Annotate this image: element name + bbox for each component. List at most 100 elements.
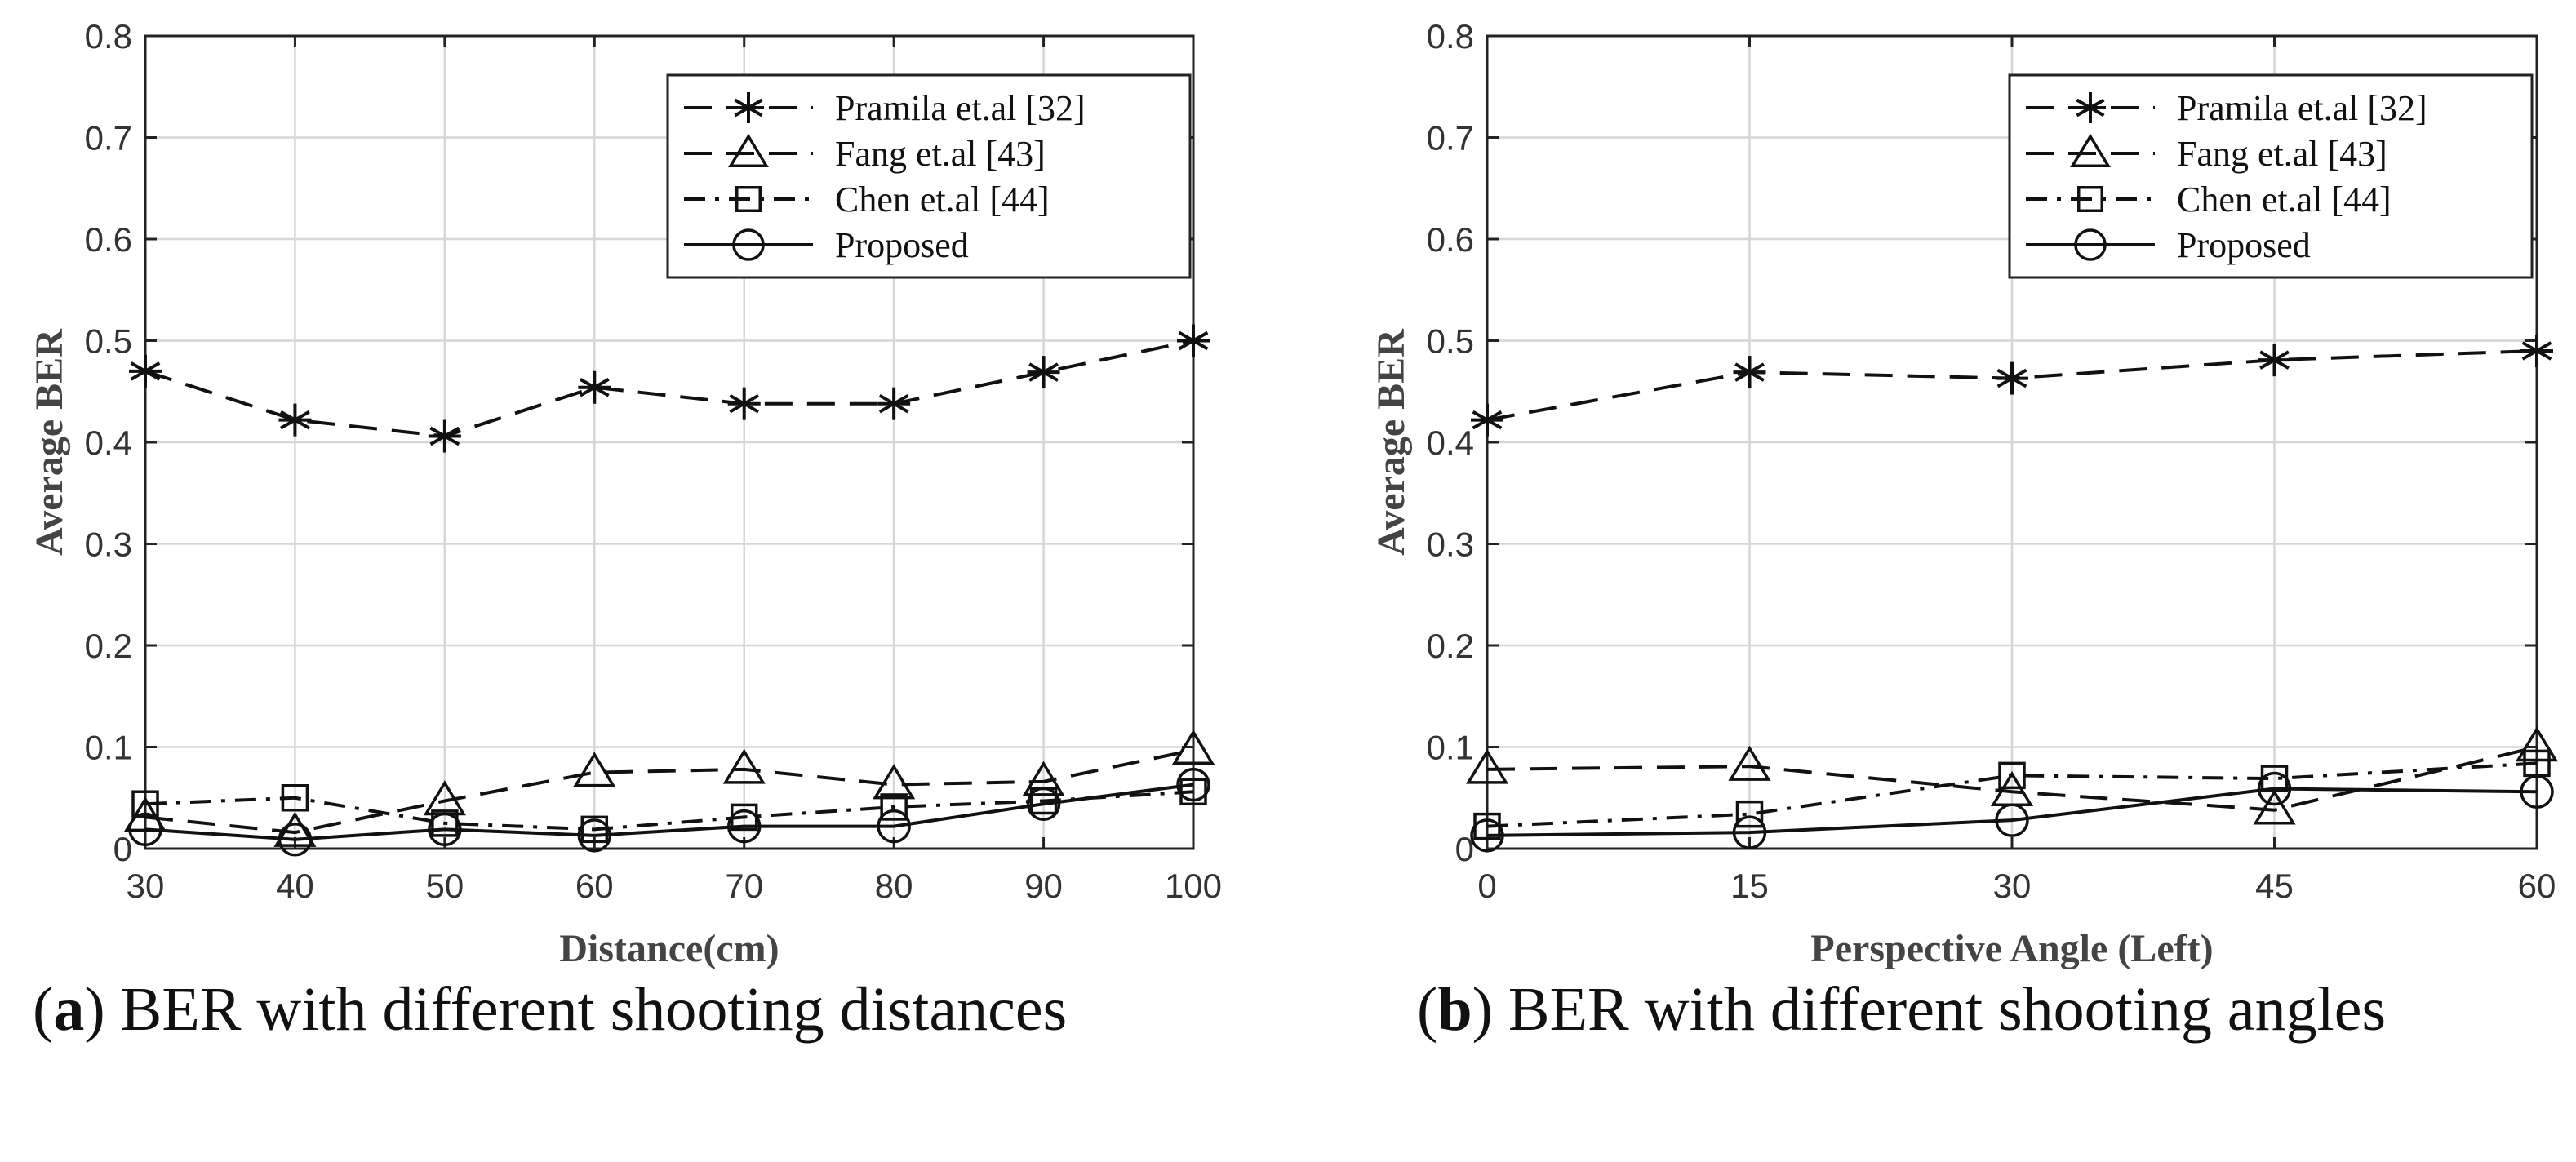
chart1-caption-letter: a bbox=[53, 975, 84, 1044]
chart2-point-pramila-et-al-32-0 bbox=[1471, 403, 1503, 437]
chart2-ytick-label: 0.7 bbox=[1427, 119, 1474, 157]
chart1-xtick-label: 90 bbox=[1024, 867, 1063, 905]
chart1-ytick-label: 0.7 bbox=[85, 119, 132, 157]
chart1-xtick-label: 40 bbox=[276, 867, 314, 905]
chart2-xtick-label: 0 bbox=[1477, 867, 1496, 905]
chart2-line-chen-et-al-44 bbox=[1486, 761, 2538, 828]
chart1-line-chen-et-al-44 bbox=[144, 790, 1194, 832]
chart1-legend: Pramila et.al [32] Fang et.al [43] Chen et… bbox=[666, 73, 1192, 279]
chart2-legend-marker-pramila-et-al-32 bbox=[2075, 92, 2106, 123]
chart1-xtick-label: 50 bbox=[425, 867, 464, 905]
chart2-xtick-label: 15 bbox=[1730, 867, 1769, 905]
chart1-point-chen-et-al-44-50 bbox=[431, 809, 459, 837]
chart2-point-pramila-et-al-32-60 bbox=[2520, 334, 2553, 367]
chart1-legend-label-pramila-et-al-32: Pramila et.al [32] bbox=[835, 88, 1086, 128]
chart1-ytick-label: 0.5 bbox=[85, 322, 132, 361]
chart2-ytick-label: 0.1 bbox=[1427, 729, 1474, 767]
chart1-xtick-label: 30 bbox=[127, 867, 165, 905]
chart1-point-pramila-et-al-32-100 bbox=[1177, 324, 1210, 357]
chart1-legend-label-fang-et-al-43: Fang et.al [43] bbox=[835, 134, 1046, 174]
chart1-caption: (a) BER with different shooting distance… bbox=[33, 975, 1067, 1044]
chart2-line-fang-et-al-43 bbox=[1486, 745, 2538, 812]
chart1-point-proposed-100 bbox=[1176, 767, 1210, 802]
chart1-line-proposed bbox=[144, 783, 1194, 841]
chart2-point-proposed-60 bbox=[2520, 774, 2554, 809]
chart2-legend-label-pramila-et-al-32: Pramila et.al [32] bbox=[2177, 88, 2427, 128]
chart1-point-chen-et-al-44-40 bbox=[281, 784, 309, 812]
chart1-point-pramila-et-al-32-30 bbox=[129, 354, 162, 388]
chart1-point-proposed-60 bbox=[577, 818, 612, 853]
chart2-legend: Pramila et.al [32] Fang et.al [43] Chen et… bbox=[2008, 73, 2534, 279]
chart2-ytick-label: 0.5 bbox=[1427, 322, 1474, 361]
chart1-point-pramila-et-al-32-90 bbox=[1027, 356, 1060, 389]
chart1-line-pramila-et-al-32 bbox=[144, 339, 1194, 438]
chart1-point-fang-et-al-43-80 bbox=[873, 764, 916, 800]
chart2-ytick-label: 0.2 bbox=[1427, 627, 1474, 665]
chart2-series-pramila-et-al-32 bbox=[1471, 334, 2553, 437]
chart2-point-chen-et-al-44-15 bbox=[1735, 800, 1764, 828]
chart1-point-proposed-70 bbox=[726, 809, 762, 844]
chart1-point-fang-et-al-43-90 bbox=[1022, 761, 1065, 796]
chart1-point-pramila-et-al-32-80 bbox=[877, 387, 911, 420]
chart1-xlabel: Distance(cm) bbox=[559, 927, 779, 970]
chart2-series-fang-et-al-43 bbox=[1465, 726, 2559, 825]
chart1-xtick-label: 70 bbox=[725, 867, 763, 905]
chart1-point-chen-et-al-44-80 bbox=[880, 793, 908, 821]
chart1-point-pramila-et-al-32-60 bbox=[578, 370, 611, 404]
chart2-legend-label-proposed: Proposed bbox=[2177, 225, 2311, 265]
chart2: 0 15 30 45 60 0 0.1 0.2 0.3 0.4 0.5 0.6 0.7 0.8 Perspe… bbox=[1370, 17, 2559, 1044]
chart1-legend-marker-proposed bbox=[732, 228, 765, 261]
chart1-xtick-label: 60 bbox=[575, 867, 614, 905]
chart1-point-proposed-80 bbox=[877, 809, 911, 844]
chart2-ytick-label: 0.4 bbox=[1427, 424, 1474, 462]
chart2-legend-label-fang-et-al-43: Fang et.al [43] bbox=[2177, 134, 2387, 174]
chart2-ytick-label: 0.3 bbox=[1427, 526, 1474, 564]
chart2-point-fang-et-al-43-0 bbox=[1465, 748, 1509, 784]
chart1-point-fang-et-al-43-70 bbox=[722, 748, 766, 784]
chart1-ytick-label: 0.3 bbox=[85, 526, 132, 564]
chart1-point-proposed-40 bbox=[278, 823, 313, 857]
chart1-point-proposed-50 bbox=[428, 812, 462, 847]
chart1-point-chen-et-al-44-30 bbox=[131, 790, 159, 818]
chart2-point-pramila-et-al-32-15 bbox=[1733, 356, 1766, 389]
chart1-ytick-label: 0.6 bbox=[85, 220, 132, 259]
chart2-point-chen-et-al-44-30 bbox=[1998, 761, 2026, 790]
chart2-legend-marker-fang-et-al-43 bbox=[2070, 133, 2111, 167]
chart2-legend-label-chen-et-al-44: Chen et.al [44] bbox=[2177, 180, 2392, 220]
chart2-caption-letter: b bbox=[1437, 975, 1472, 1044]
chart2-legend-marker-chen-et-al-44 bbox=[2077, 186, 2103, 212]
chart1-ytick-label: 0 bbox=[113, 830, 132, 868]
chart1-line-fang-et-al-43 bbox=[144, 748, 1194, 835]
chart1-ytick-label: 0.2 bbox=[85, 627, 132, 665]
chart1-point-chen-et-al-44-60 bbox=[580, 815, 609, 844]
chart1-series-pramila-et-al-32 bbox=[129, 324, 1210, 453]
chart1-point-fang-et-al-43-60 bbox=[573, 752, 616, 787]
chart2-legend-marker-proposed bbox=[2074, 228, 2107, 261]
chart1-ytick-label: 0.1 bbox=[85, 729, 132, 767]
chart1-legend-marker-chen-et-al-44 bbox=[735, 186, 762, 212]
chart2-point-proposed-45 bbox=[2257, 771, 2292, 806]
chart1-ytick-label: 0.4 bbox=[85, 424, 132, 462]
chart2-ytick-label: 0.8 bbox=[1427, 17, 1474, 55]
chart1-point-pramila-et-al-32-40 bbox=[278, 403, 312, 437]
chart2-point-proposed-0 bbox=[1470, 818, 1504, 853]
chart2-point-fang-et-al-43-45 bbox=[2253, 789, 2296, 825]
chart2-point-proposed-15 bbox=[1732, 815, 1767, 849]
chart2-caption: (b) BER with different shooting angles bbox=[1417, 975, 2386, 1044]
chart2-ylabel: Average BER bbox=[1370, 328, 1413, 556]
chart2-xtick-label: 60 bbox=[2518, 867, 2556, 905]
chart2-ytick-label: 0 bbox=[1455, 830, 1474, 868]
chart1-ylabel: Average BER bbox=[28, 328, 71, 556]
chart2-line-proposed bbox=[1486, 787, 2538, 837]
chart2-xlabel: Perspective Angle (Left) bbox=[1810, 927, 2213, 970]
chart1-xtick-label: 100 bbox=[1165, 867, 1222, 905]
chart1-point-pramila-et-al-32-70 bbox=[727, 387, 761, 420]
chart1-point-proposed-30 bbox=[128, 812, 162, 847]
chart1-point-fang-et-al-43-40 bbox=[273, 811, 317, 847]
chart1-caption-text: BER with different shooting distances bbox=[121, 975, 1068, 1044]
chart2-caption-text: BER with different shooting angles bbox=[1508, 975, 2386, 1044]
chart1-xtick-label: 80 bbox=[875, 867, 913, 905]
chart2-xtick-label: 30 bbox=[1993, 867, 2032, 905]
chart2-point-fang-et-al-43-60 bbox=[2515, 726, 2559, 762]
chart1-series-proposed bbox=[128, 767, 1210, 857]
